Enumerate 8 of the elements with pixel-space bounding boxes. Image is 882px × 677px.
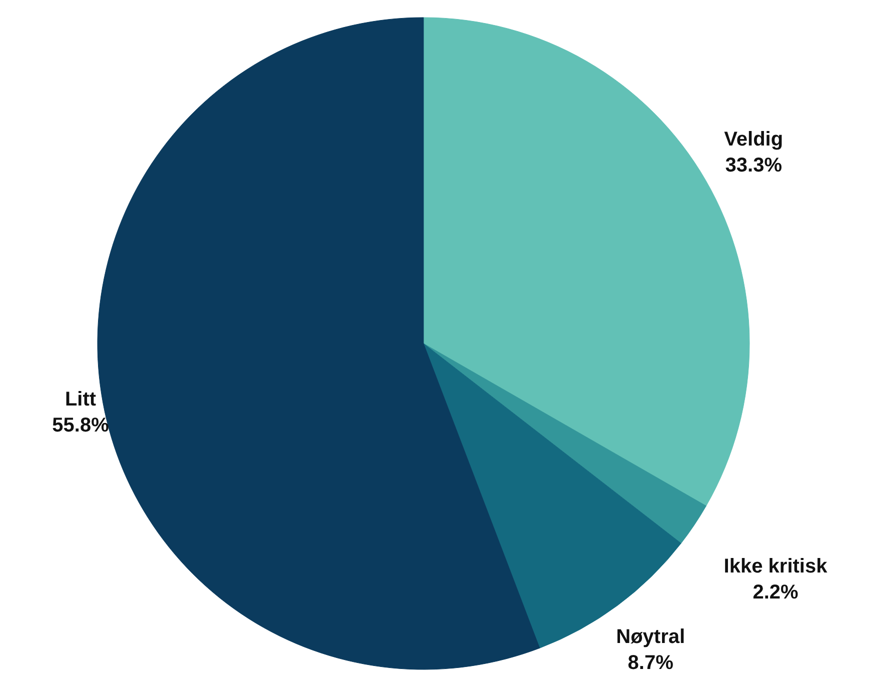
slice-label: Ikke kritisk <box>724 556 828 578</box>
data-label: 55.8% <box>52 414 110 437</box>
slice-label: Litt <box>64 388 96 411</box>
slice-label: Veldig <box>724 128 784 150</box>
data-label: 2.2% <box>752 582 799 604</box>
data-label: 8.7% <box>628 652 674 674</box>
data-label: 33.3% <box>725 154 782 176</box>
slice-label: Nøytral <box>616 626 686 648</box>
